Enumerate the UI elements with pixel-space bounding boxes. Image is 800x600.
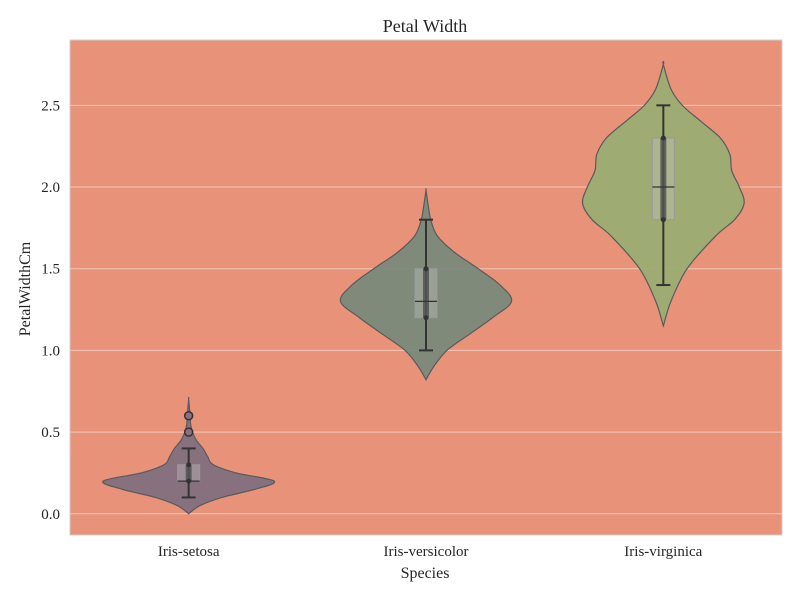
chart-title: Petal Width <box>383 16 467 36</box>
q1-marker <box>660 217 666 223</box>
y-tick-label: 0.0 <box>41 507 60 523</box>
y-tick-label: 1.5 <box>41 262 60 278</box>
y-tick-label: 2.5 <box>41 98 60 114</box>
q3-marker <box>186 462 192 468</box>
outlier-point <box>183 427 194 437</box>
y-axis-label: PetalWidthCm <box>17 241 34 336</box>
y-tick-label: 1.0 <box>41 343 60 359</box>
plot-area: 0.0 0.5 1.0 1.5 2.0 2.5 Iris-setosa Iris-versic… <box>41 39 783 560</box>
x-tick-label: Iris-setosa <box>158 544 220 560</box>
x-axis-label: Species <box>401 565 450 582</box>
q3-marker <box>660 135 666 141</box>
q1-marker <box>186 478 192 484</box>
x-tick-label: Iris-virginica <box>624 544 702 560</box>
q1-marker <box>423 315 429 321</box>
x-tick-label: Iris-versicolor <box>384 544 469 560</box>
outlier-point <box>183 410 194 421</box>
y-tick-label: 2.0 <box>41 180 60 196</box>
q3-marker <box>423 266 429 272</box>
y-tick-label: 0.5 <box>41 425 60 441</box>
